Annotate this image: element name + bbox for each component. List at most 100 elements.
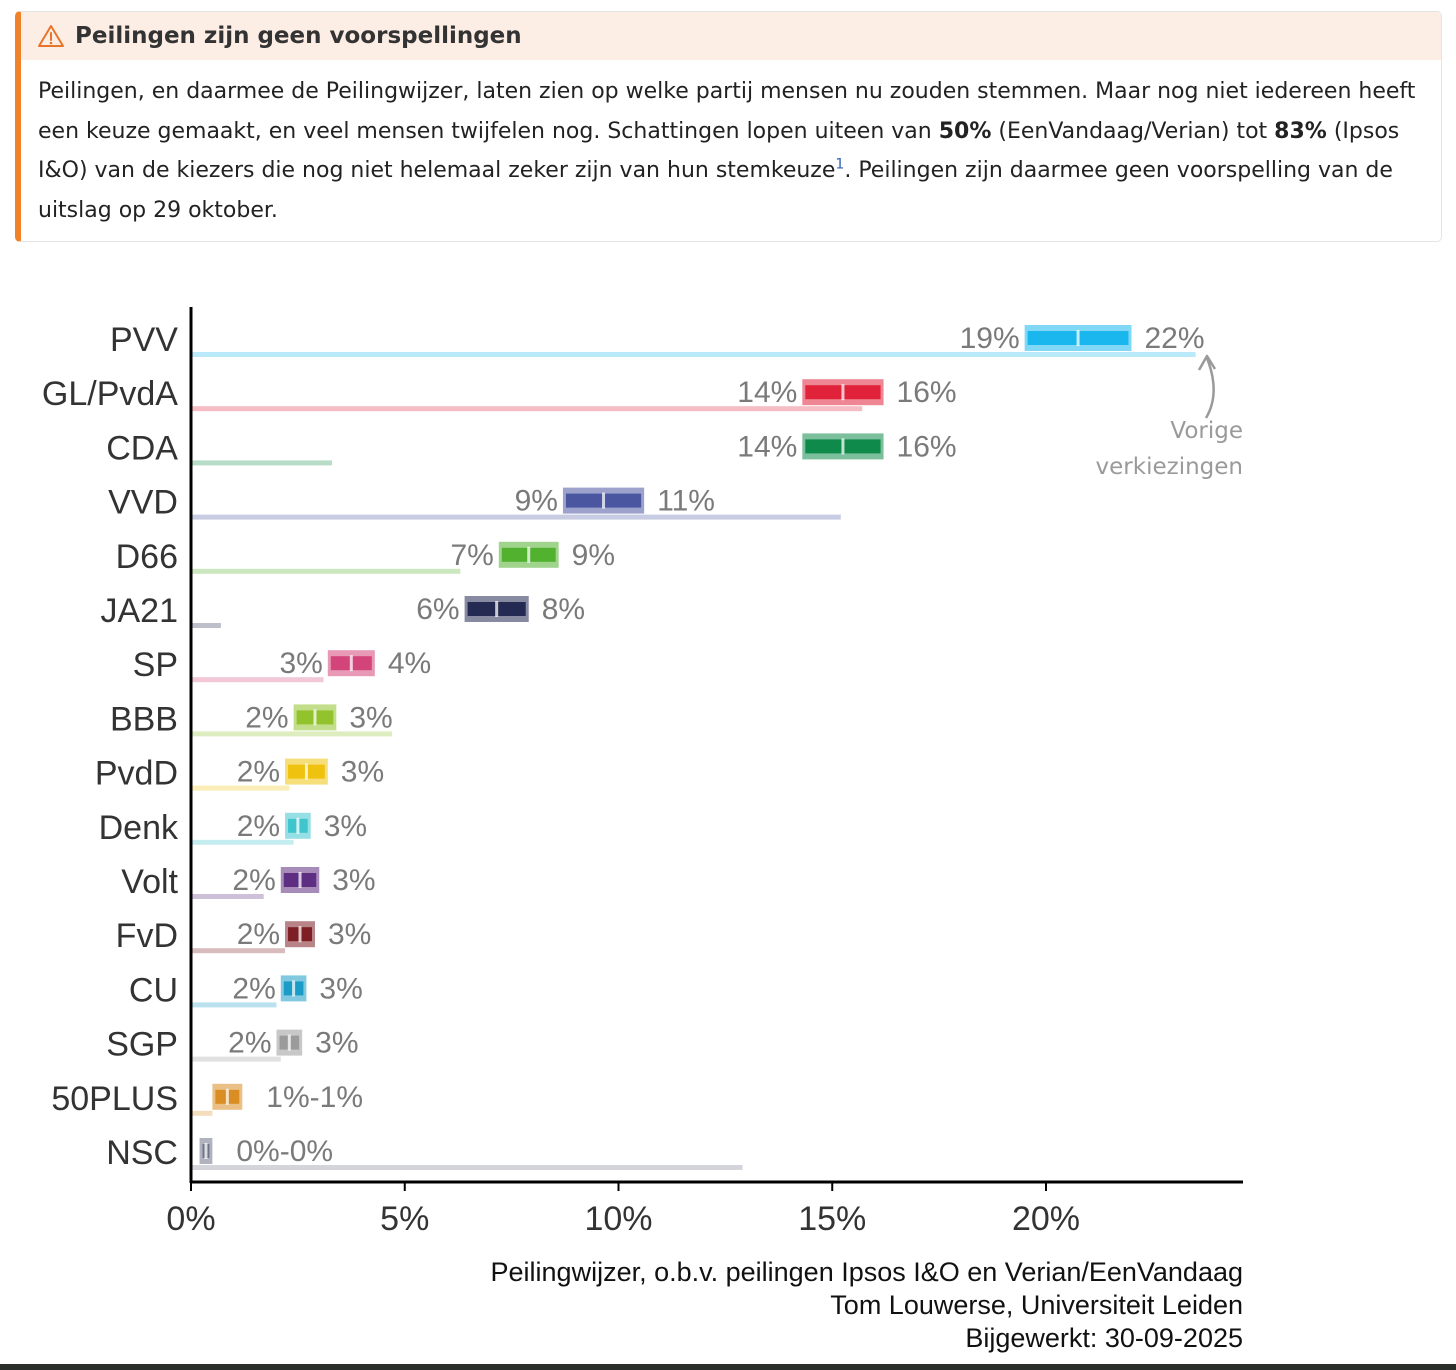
previous-election-bar-nsc (191, 1165, 743, 1170)
party-label-sp: SP (133, 646, 178, 684)
estimate-label-nsc: 0%-0% (236, 1135, 333, 1168)
estimate-high-label-denk: 3% (324, 810, 367, 843)
estimate-midline-sp (349, 655, 353, 672)
estimate-low-label-sgp: 2% (228, 1027, 271, 1060)
previous-election-bar-bbb (191, 731, 392, 737)
previous-election-bar-volt (191, 894, 264, 899)
credit-author: Tom Louwerse, Universiteit Leiden (830, 1290, 1243, 1320)
estimate-high-label-pvdd: 3% (341, 756, 384, 789)
x-tick-label: 10% (584, 1200, 652, 1238)
party-label-bbb: BBB (110, 700, 178, 738)
x-tick-label: 0% (166, 1200, 215, 1238)
estimate-label-50plus: 1%-1% (266, 1081, 363, 1114)
estimate-high-label-gl-pvda: 16% (897, 376, 957, 409)
callout-text: Peilingen, en daarmee de Peilingwijzer, … (21, 60, 1441, 230)
party-label-cu: CU (129, 971, 178, 1009)
previous-election-bar-vvd (191, 514, 841, 520)
estimate-low-label-fvd: 2% (237, 918, 280, 951)
callout-bold: 83% (1274, 118, 1327, 144)
estimate-midline-pvv (1076, 330, 1080, 346)
party-label-fvd: FvD (116, 917, 178, 955)
x-tick-label: 15% (798, 1200, 866, 1238)
party-label-denk: Denk (99, 809, 179, 847)
estimate-midline-nsc (204, 1143, 208, 1159)
estimate-midline-gl-pvda (841, 384, 845, 401)
estimate-midline-cu (292, 980, 296, 997)
estimate-high-label-sp: 4% (388, 647, 431, 680)
previous-election-bar-sp (191, 677, 324, 683)
estimate-high-label-sgp: 3% (315, 1027, 358, 1060)
callout-text-part: (EenVandaag/Verian) tot (991, 118, 1275, 144)
estimate-midline-sgp (287, 1034, 291, 1051)
previous-election-bar-denk (191, 839, 294, 845)
estimate-high-label-volt: 3% (332, 864, 375, 897)
previous-election-bar-cu (191, 1002, 277, 1008)
annotation-line: Vorige (1170, 418, 1243, 444)
estimate-low-label-volt: 2% (232, 864, 275, 897)
estimate-low-label-bbb: 2% (245, 701, 288, 734)
callout-bold: 50% (938, 118, 992, 144)
party-label-vvd: VVD (108, 484, 178, 522)
party-label-ja21: JA21 (101, 592, 179, 630)
callout-title: Peilingen zijn geen voorspellingen (75, 23, 522, 49)
party-label-d66: D66 (116, 538, 178, 576)
previous-election-bar-ja21 (191, 623, 221, 628)
party-label-nsc: NSC (106, 1134, 178, 1172)
callout-text-part: . Peilingen zijn daarmee geen voorspelli… (38, 158, 1393, 223)
estimate-low-label-gl-pvda: 14% (737, 376, 797, 409)
party-label-gl-pvda: GL/PvdA (42, 375, 178, 413)
estimate-high-label-fvd: 3% (328, 918, 371, 951)
estimate-high-label-bbb: 3% (349, 701, 392, 734)
party-label-pvdd: PvdD (95, 755, 178, 793)
estimate-high-label-ja21: 8% (542, 593, 585, 626)
bottom-strip (0, 1364, 1456, 1370)
estimate-high-label-pvv: 22% (1145, 322, 1205, 355)
previous-election-bar-sgp (191, 1056, 281, 1062)
annotation-arrow-head (1197, 354, 1217, 371)
credit-source: Peilingwijzer, o.b.v. peilingen Ipsos I&… (490, 1257, 1243, 1287)
estimate-midline-cda (841, 438, 845, 455)
estimate-low-label-cda: 14% (737, 430, 797, 463)
previous-election-bar-d66 (191, 568, 461, 574)
previous-election-bar-pvdd (191, 785, 290, 791)
estimate-low-label-pvdd: 2% (237, 756, 280, 789)
estimate-low-label-vvd: 9% (515, 485, 558, 518)
credit-updated: Bijgewerkt: 30-09-2025 (965, 1323, 1243, 1353)
party-label-sgp: SGP (106, 1026, 178, 1064)
estimate-midline-volt (298, 872, 302, 888)
estimate-high-label-cu: 3% (319, 972, 362, 1005)
previous-election-bar-50plus (191, 1110, 213, 1116)
x-tick-label: 20% (1012, 1200, 1080, 1238)
estimate-high-label-cda: 16% (897, 430, 957, 463)
estimate-midline-fvd (298, 926, 302, 943)
estimate-midline-50plus (225, 1088, 229, 1105)
estimate-midline-bbb (313, 709, 317, 726)
estimate-low-label-denk: 2% (237, 810, 280, 843)
x-tick-label: 5% (380, 1200, 429, 1238)
callout-header: Peilingen zijn geen voorspellingen (21, 12, 1441, 60)
estimate-low-label-sp: 3% (279, 647, 322, 680)
estimate-midline-d66 (527, 546, 531, 563)
footnote-link[interactable]: 1 (835, 156, 845, 173)
estimate-high-label-vvd: 11% (657, 485, 715, 518)
estimate-high-label-d66: 9% (572, 539, 615, 572)
previous-election-bar-fvd (191, 948, 286, 954)
estimate-low-label-cu: 2% (232, 972, 275, 1005)
callout-text-part: (Ipsos I&O) van de kiezers die nog niet … (38, 118, 1400, 184)
poll-chart: PVV 19% 22% GL/PvdA 14% 16% CDA 14% 16% VVD 9% 11% D… (42, 307, 1243, 1238)
party-label-cda: CDA (106, 429, 178, 467)
party-label-volt: Volt (121, 863, 178, 901)
callout-text-part: Peilingen, en daarmee de Peilingwijzer, … (38, 79, 1416, 144)
estimate-low-label-pvv: 19% (960, 322, 1020, 355)
annotation-line: verkiezingen (1096, 454, 1243, 480)
party-label-50plus: 50PLUS (51, 1080, 178, 1118)
estimate-midline-vvd (602, 492, 606, 509)
estimate-midline-ja21 (495, 601, 499, 617)
warning-icon (38, 25, 64, 47)
party-label-pvv: PVV (110, 321, 178, 359)
estimate-low-label-ja21: 6% (416, 593, 459, 626)
annotation-arrow (1204, 357, 1215, 419)
previous-election-bar-cda (191, 460, 333, 466)
estimate-midline-pvdd (304, 763, 308, 780)
estimate-midline-denk (296, 817, 300, 834)
